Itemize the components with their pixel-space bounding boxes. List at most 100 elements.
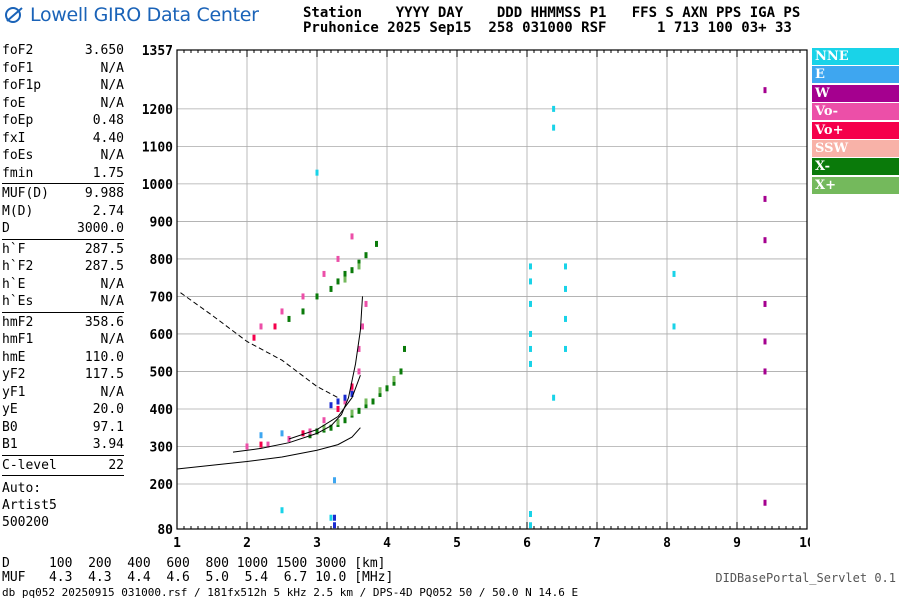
data-point: [552, 124, 556, 131]
param-value: 117.5: [84, 367, 124, 382]
auto-version: 500200: [2, 515, 49, 530]
data-point: [350, 390, 354, 397]
param-row: yF1 N/A: [2, 384, 124, 402]
data-point: [336, 398, 340, 405]
data-point: [343, 276, 347, 283]
data-point: [336, 405, 340, 412]
data-point: [763, 87, 767, 94]
param-value: 9.988: [84, 186, 124, 201]
data-point: [392, 375, 396, 382]
data-point: [364, 402, 368, 409]
param-value: 97.1: [92, 419, 124, 435]
param-row: foE N/A: [2, 95, 124, 113]
separator: [2, 454, 124, 456]
legend-item: Vo-: [812, 103, 899, 121]
param-label: foEs: [2, 148, 34, 163]
y-tick-label: 400: [150, 403, 174, 418]
legend-item: SSW: [812, 139, 899, 157]
param-label: h`F2: [2, 259, 34, 274]
data-point: [350, 267, 354, 274]
data-point: [378, 387, 382, 394]
data-point: [375, 240, 378, 247]
data-point: [529, 522, 532, 529]
data-point: [287, 315, 291, 322]
logo: Lowell GIRO Data Center: [4, 4, 259, 26]
param-value: 110.0: [84, 349, 124, 365]
data-point: [315, 428, 319, 435]
param-label: B1: [2, 437, 18, 452]
separator: [2, 311, 124, 313]
data-point: [529, 345, 532, 352]
data-point: [333, 522, 336, 529]
param-label: yF1: [2, 384, 26, 400]
param-row: M(D) 2.74: [2, 203, 124, 221]
param-group-4: hmF2 358.6 hmF1 N/A hmE 110.0 yF2 117.5 yF1 N/A yE…: [2, 314, 124, 454]
servlet-version: DIDBasePortal_Servlet 0.1: [715, 571, 896, 585]
x-tick-label: 6: [523, 536, 531, 551]
param-value: 287.5: [84, 241, 124, 257]
data-point: [322, 424, 326, 431]
param-label: foF1: [2, 60, 34, 76]
data-point: [763, 237, 767, 244]
y-tick-label: 1200: [142, 103, 173, 118]
param-row: fmin 1.75: [2, 165, 124, 183]
data-point: [280, 430, 284, 437]
y-tick-label: 1100: [142, 140, 173, 155]
param-row: yF2 117.5: [2, 366, 124, 384]
param-value: 4.40: [92, 130, 124, 146]
param-label: fmin: [2, 165, 34, 181]
legend-item: X+: [812, 176, 899, 194]
param-row: foEs N/A: [2, 147, 124, 165]
y-tick-label: 700: [150, 290, 174, 305]
param-value: 22: [108, 457, 124, 473]
data-point: [364, 398, 368, 405]
data-point: [259, 432, 263, 439]
data-point: [564, 285, 567, 292]
data-point: [322, 270, 326, 277]
param-row: h`F 287.5: [2, 241, 124, 259]
param-row: hmE 110.0: [2, 349, 124, 367]
y-tick-label: 300: [150, 440, 174, 455]
legend-item: E: [812, 66, 899, 84]
data-point: [357, 368, 361, 375]
param-row: yE 20.0: [2, 401, 124, 419]
param-label: B0: [2, 419, 18, 435]
param-value: N/A: [100, 78, 124, 93]
giro-logo-icon: [5, 7, 23, 23]
param-row: hmF1 N/A: [2, 331, 124, 349]
param-label: h`E: [2, 276, 26, 292]
legend-item: X-: [812, 158, 899, 176]
x-tick-label: 8: [663, 536, 671, 551]
data-point: [763, 195, 767, 202]
data-point: [392, 379, 396, 386]
param-value: 3000.0: [77, 221, 124, 236]
param-row: foF1p N/A: [2, 77, 124, 95]
data-point: [343, 270, 347, 277]
param-row: C-level 22: [2, 457, 124, 475]
data-point: [763, 338, 767, 345]
param-row: foEp 0.48: [2, 112, 124, 130]
param-value: N/A: [100, 148, 124, 163]
y-tick-label: 1000: [142, 178, 173, 193]
data-point: [343, 417, 347, 424]
x-tick-label: 5: [453, 536, 461, 551]
param-label: MUF(D): [2, 186, 49, 201]
plot-frame: [176, 49, 808, 530]
param-row: foF1 N/A: [2, 60, 124, 78]
param-value: 3.94: [92, 437, 124, 452]
data-point: [333, 514, 336, 521]
param-value: 20.0: [92, 402, 124, 417]
param-value: 287.5: [84, 259, 124, 274]
trace-curve: [232, 296, 363, 453]
data-point: [763, 300, 767, 307]
data-point: [315, 169, 319, 176]
param-label: foE: [2, 95, 26, 111]
separator: [2, 183, 124, 184]
param-label: hmE: [2, 349, 26, 365]
x-tick-label: 3: [313, 536, 321, 551]
y-tick-label: 1357: [142, 44, 173, 59]
data-point: [252, 334, 256, 341]
param-label: hmF1: [2, 332, 34, 347]
data-point: [529, 278, 532, 285]
param-value: N/A: [100, 294, 124, 309]
